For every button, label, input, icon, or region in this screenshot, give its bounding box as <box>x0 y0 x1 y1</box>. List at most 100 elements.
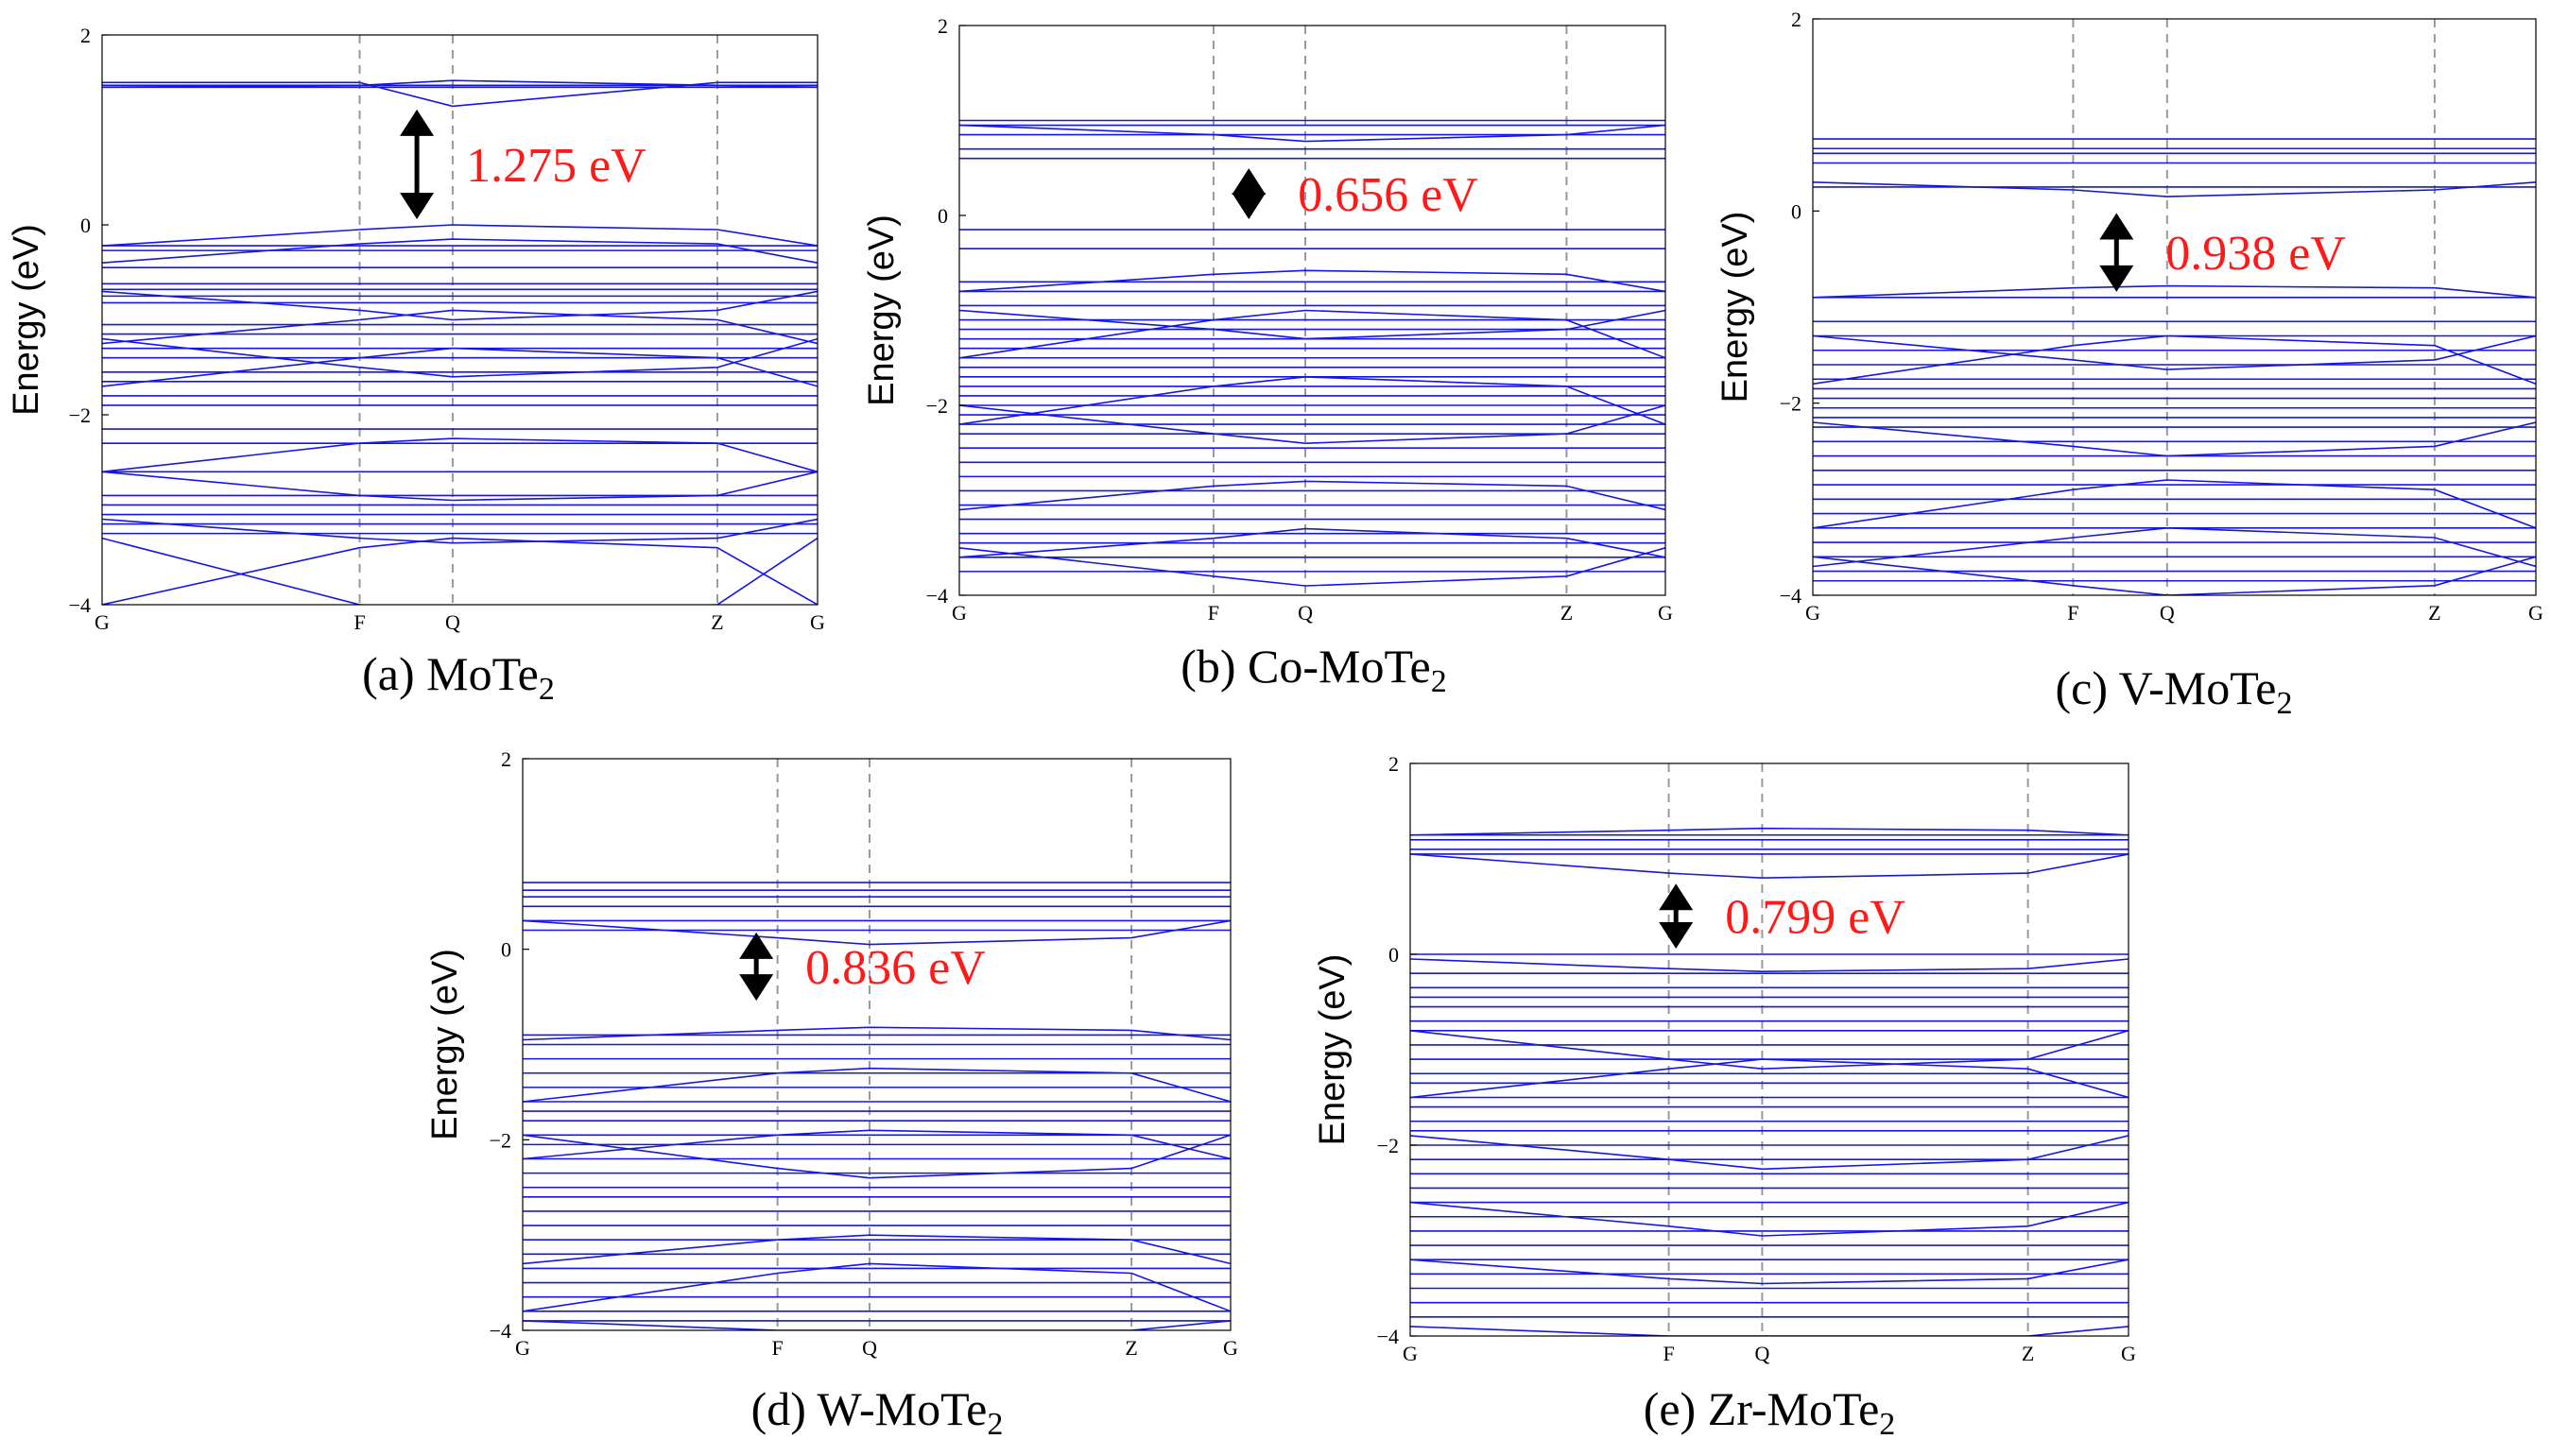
kpoint-label: G <box>2528 601 2543 625</box>
panel-caption: (d) W-MoTe2 <box>751 1382 1004 1442</box>
band-line <box>523 1067 1231 1103</box>
y-tick-label: −2 <box>1780 392 1801 416</box>
bands <box>1813 138 2536 595</box>
y-axis-label: Energy (eV) <box>7 224 46 416</box>
band-line <box>523 1026 1231 1041</box>
band-line <box>1410 958 2129 973</box>
kpoint-label: F <box>353 610 365 634</box>
y-tick-label: 2 <box>1388 752 1399 776</box>
band-line <box>523 1262 1231 1312</box>
band-line <box>1410 1326 2129 1336</box>
band-line <box>102 290 818 321</box>
kpoint-label: Q <box>445 610 460 634</box>
band-line <box>102 79 818 89</box>
band-line <box>1410 1201 2129 1237</box>
band-line <box>959 527 1665 558</box>
band-line <box>959 404 1665 445</box>
band-line <box>1813 284 2536 299</box>
kpoint-label: G <box>515 1336 530 1360</box>
kpoint-label: Q <box>1298 601 1313 625</box>
y-tick-label: −4 <box>926 584 948 608</box>
y-axis-label: Energy (eV) <box>862 214 902 406</box>
plot-frame <box>1812 18 2537 596</box>
y-tick-label: 0 <box>1388 943 1399 967</box>
y-axis-label: Energy (eV) <box>425 949 465 1140</box>
plot-frame <box>958 25 1666 596</box>
y-tick-label: 2 <box>501 747 511 771</box>
panel-caption: (e) Zr-MoTe2 <box>1644 1382 1896 1442</box>
band-line <box>102 224 818 247</box>
y-tick-label: −2 <box>926 394 948 418</box>
band-gap-label: 0.938 eV <box>2165 227 2346 281</box>
band-gap-arrow <box>1659 883 1694 949</box>
kpoint-label: F <box>1663 1342 1674 1365</box>
y-tick-label: 2 <box>1791 8 1801 31</box>
band-line <box>102 437 818 473</box>
band-line <box>523 919 1231 946</box>
y-tick-label: −2 <box>490 1128 511 1152</box>
band-gap-label: 1.275 eV <box>466 139 646 193</box>
y-tick-label: 0 <box>501 938 511 962</box>
y-axis-label: Energy (eV) <box>1313 954 1353 1146</box>
band-line <box>1410 1135 2129 1171</box>
band-line <box>102 537 818 605</box>
plot-frame <box>101 34 819 606</box>
y-tick-label: −4 <box>69 593 91 617</box>
band-line <box>959 124 1665 143</box>
kpoint-label: G <box>1658 601 1673 625</box>
band-line <box>959 269 1665 293</box>
panel-caption: (a) MoTe2 <box>362 647 555 707</box>
y-tick-label: −4 <box>490 1319 511 1343</box>
kpoint-label: Z <box>2428 601 2440 625</box>
plot-frame <box>1409 762 2129 1337</box>
band-line <box>102 537 818 605</box>
kpoint-label: F <box>1208 601 1219 625</box>
kpoint-label: Q <box>1754 1342 1769 1365</box>
band-line <box>523 1134 1231 1179</box>
kpoint-label: Z <box>2022 1342 2034 1365</box>
kpoint-label: G <box>810 610 825 634</box>
kpoint-label: G <box>95 610 110 634</box>
kpoint-label: F <box>772 1336 784 1360</box>
band-gap-label: 0.656 eV <box>1298 168 1478 222</box>
kpoint-label: G <box>1223 1336 1238 1360</box>
band-line <box>102 309 818 345</box>
band-line <box>102 238 818 264</box>
band-line <box>102 81 818 108</box>
band-line <box>523 1129 1231 1160</box>
band-line <box>102 518 818 544</box>
band-gap-arrow <box>1232 168 1267 220</box>
bands <box>1410 827 2129 1336</box>
y-tick-label: 0 <box>80 214 91 237</box>
panel-caption: (c) V-MoTe2 <box>2056 661 2293 721</box>
band-line <box>1813 181 2536 197</box>
band-line <box>523 1320 1231 1330</box>
bands <box>959 119 1665 587</box>
y-tick-label: −2 <box>69 403 91 427</box>
kpoint-label: Z <box>711 610 723 634</box>
band-line <box>102 471 818 502</box>
band-line <box>1813 556 2536 595</box>
y-tick-label: 0 <box>938 204 948 228</box>
band-line <box>959 309 1665 340</box>
y-tick-label: −4 <box>1780 584 1801 608</box>
plot-frame <box>522 758 1232 1331</box>
kpoint-label: G <box>1403 1342 1418 1365</box>
band-line <box>1410 853 2129 880</box>
band-line <box>1813 334 2536 385</box>
kpoint-label: G <box>1805 601 1820 625</box>
band-line <box>1813 334 2536 370</box>
bands <box>523 882 1231 1330</box>
band-gap-arrow <box>2099 213 2134 292</box>
band-line <box>1410 827 2129 836</box>
band-line <box>102 337 818 378</box>
band-line <box>959 309 1665 359</box>
kpoint-label: G <box>2121 1342 2136 1365</box>
band-line <box>959 376 1665 425</box>
band-line <box>959 547 1665 587</box>
